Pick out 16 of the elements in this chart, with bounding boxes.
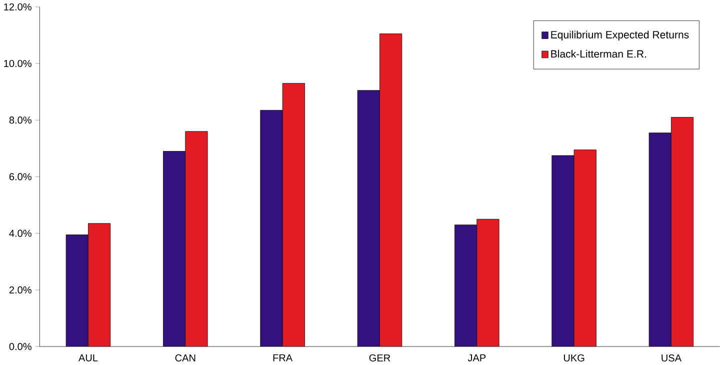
y-tick-label: 8.0% <box>9 116 32 124</box>
y-tick-label: 6.0% <box>9 173 32 180</box>
x-tick-label: AUL <box>78 354 98 362</box>
y-tick-label: 2.0% <box>9 286 32 294</box>
y-tick-label: 10.0% <box>4 60 32 68</box>
y-tick-label: 0.0% <box>9 343 32 350</box>
legend-label: Black-Litterman E.R. <box>551 50 646 58</box>
y-tick-label: 12.0% <box>4 3 32 11</box>
legend-label: Equilibrium Expected Returns <box>551 30 689 41</box>
x-tick-label: CAN <box>175 354 196 362</box>
x-tick-label: USA <box>662 354 682 362</box>
y-tick-label: 4.0% <box>9 230 32 237</box>
x-tick-label: UKG <box>564 354 584 362</box>
x-tick-label: JAP <box>468 354 486 362</box>
x-tick-label: GER <box>369 354 390 362</box>
x-tick-label: FRA <box>273 354 293 362</box>
